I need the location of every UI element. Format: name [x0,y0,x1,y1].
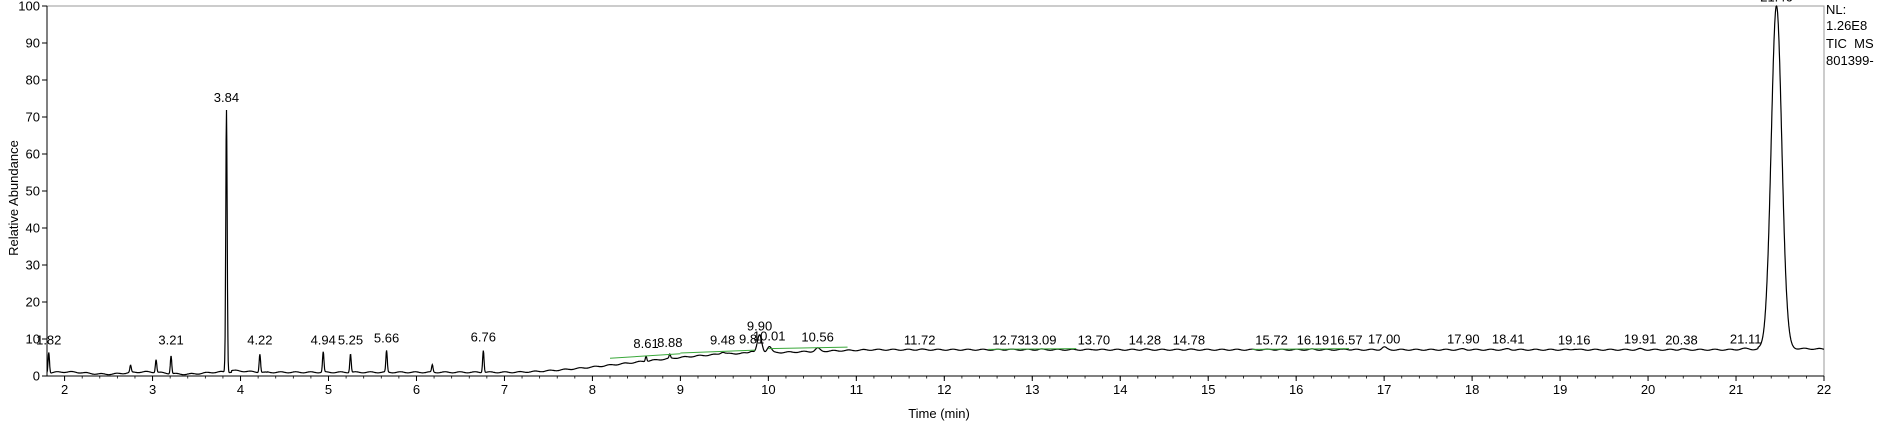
nl-value: 1.26E8 [1826,18,1868,33]
y-tick-label: 50 [26,184,40,199]
x-tick-label: 9 [677,382,684,397]
baseline-segment [609,353,681,359]
y-tick-label: 0 [33,369,40,384]
peak-label: 6.76 [471,329,496,344]
x-tick-label: 11 [850,382,864,397]
y-tick-label: 90 [26,36,40,51]
peak-label: 13.70 [1078,332,1111,347]
peak-label: 4.94 [311,332,336,347]
x-tick-label: 3 [149,382,156,397]
peak-label: 20.38 [1665,332,1698,347]
x-axis: 2 3 4 5 6 7 8 9 10 11 12 13 14 15 16 17 18 19 20 21 22 [47,375,1831,397]
peak-label: 17.00 [1368,331,1401,346]
y-tick-label: 10 [26,332,40,347]
peak-label: 19.91 [1624,331,1657,346]
peak-label: 9.48 [710,332,735,347]
peak-label: 4.22 [247,332,272,347]
y-tick-label: 20 [26,295,40,310]
peak-label: 21.11 [1730,331,1762,346]
x-tick-label: 13 [1025,382,1039,397]
peak-label: 14.78 [1173,332,1206,347]
peak-label: 12.73 [992,332,1025,347]
x-tick-label: 15 [1201,382,1215,397]
peak-label: 21.46 [1760,0,1793,4]
baseline-segment [680,349,756,354]
peak-label: 16.57 [1330,332,1363,347]
x-tick-label: 5 [325,382,332,397]
x-tick-label: 12 [937,382,951,397]
peak-label: 18.41 [1492,331,1525,346]
x-tick-label: 14 [1113,382,1127,397]
x-tick-label: 8 [589,382,596,397]
y-tick-label: 70 [26,110,40,125]
y-tick-label: 60 [26,147,40,162]
peak-label: 10.56 [801,329,834,344]
peak-label: 10.01 [753,329,786,344]
baseline-segment [988,348,1077,350]
x-tick-label: 20 [1641,382,1655,397]
x-tick-label: 19 [1553,382,1567,397]
plot-area [46,5,1825,377]
x-tick-label: 21 [1729,382,1743,397]
baseline-segment [1252,348,1349,350]
peak-labels: 1.82 3.21 3.84 4.22 4.94 5.25 5.66 6.76 8.618.88… [36,0,1793,351]
y-tick-label: 100 [18,0,40,14]
peak-label: 14.28 [1129,332,1162,347]
peak-label: 5.66 [374,331,399,346]
x-tick-label: 10 [761,382,775,397]
file-name: 801399- [1826,53,1874,68]
x-tick-label: 16 [1289,382,1303,397]
y-tick-label: 80 [26,73,40,88]
peak-label: 3.21 [158,332,183,347]
peak-label: 8.88 [657,335,682,350]
y-axis: 0 10 20 30 40 50 60 70 80 90 100 [18,0,48,384]
peak-label: 9.81 [739,331,764,346]
peak-label: 13.09 [1024,332,1057,347]
peak-label: 16.19 [1297,332,1330,347]
peak-label: 9.90 [747,318,772,333]
peak-label: 8.61 [633,336,658,351]
trace-label: TIC MS [1826,36,1874,51]
chromatogram-trace [46,5,1824,376]
x-axis-title: Time (min) [908,406,970,421]
peak-label: 17.90 [1447,331,1480,346]
x-tick-label: 17 [1377,382,1391,397]
y-tick-label: 40 [26,221,40,236]
x-tick-label: 7 [501,382,508,397]
peak-label: 1.82 [36,332,61,347]
peak-label: 3.84 [214,90,239,105]
peak-label: 5.25 [338,332,363,347]
x-tick-label: 4 [237,382,244,397]
nl-label: NL: [1826,2,1847,17]
x-tick-label: 6 [413,382,420,397]
x-tick-label: 2 [61,382,68,397]
plot-frame [46,5,1825,377]
y-tick-label: 30 [26,258,40,273]
baseline-segment [768,346,848,350]
y-axis-title: Relative Abundance [6,140,21,256]
peak-label: 19.16 [1558,332,1591,347]
x-tick-label: 22 [1817,382,1831,397]
peak-label: 11.72 [904,332,936,347]
peak-label: 15.72 [1255,332,1288,347]
x-tick-label: 18 [1465,382,1479,397]
